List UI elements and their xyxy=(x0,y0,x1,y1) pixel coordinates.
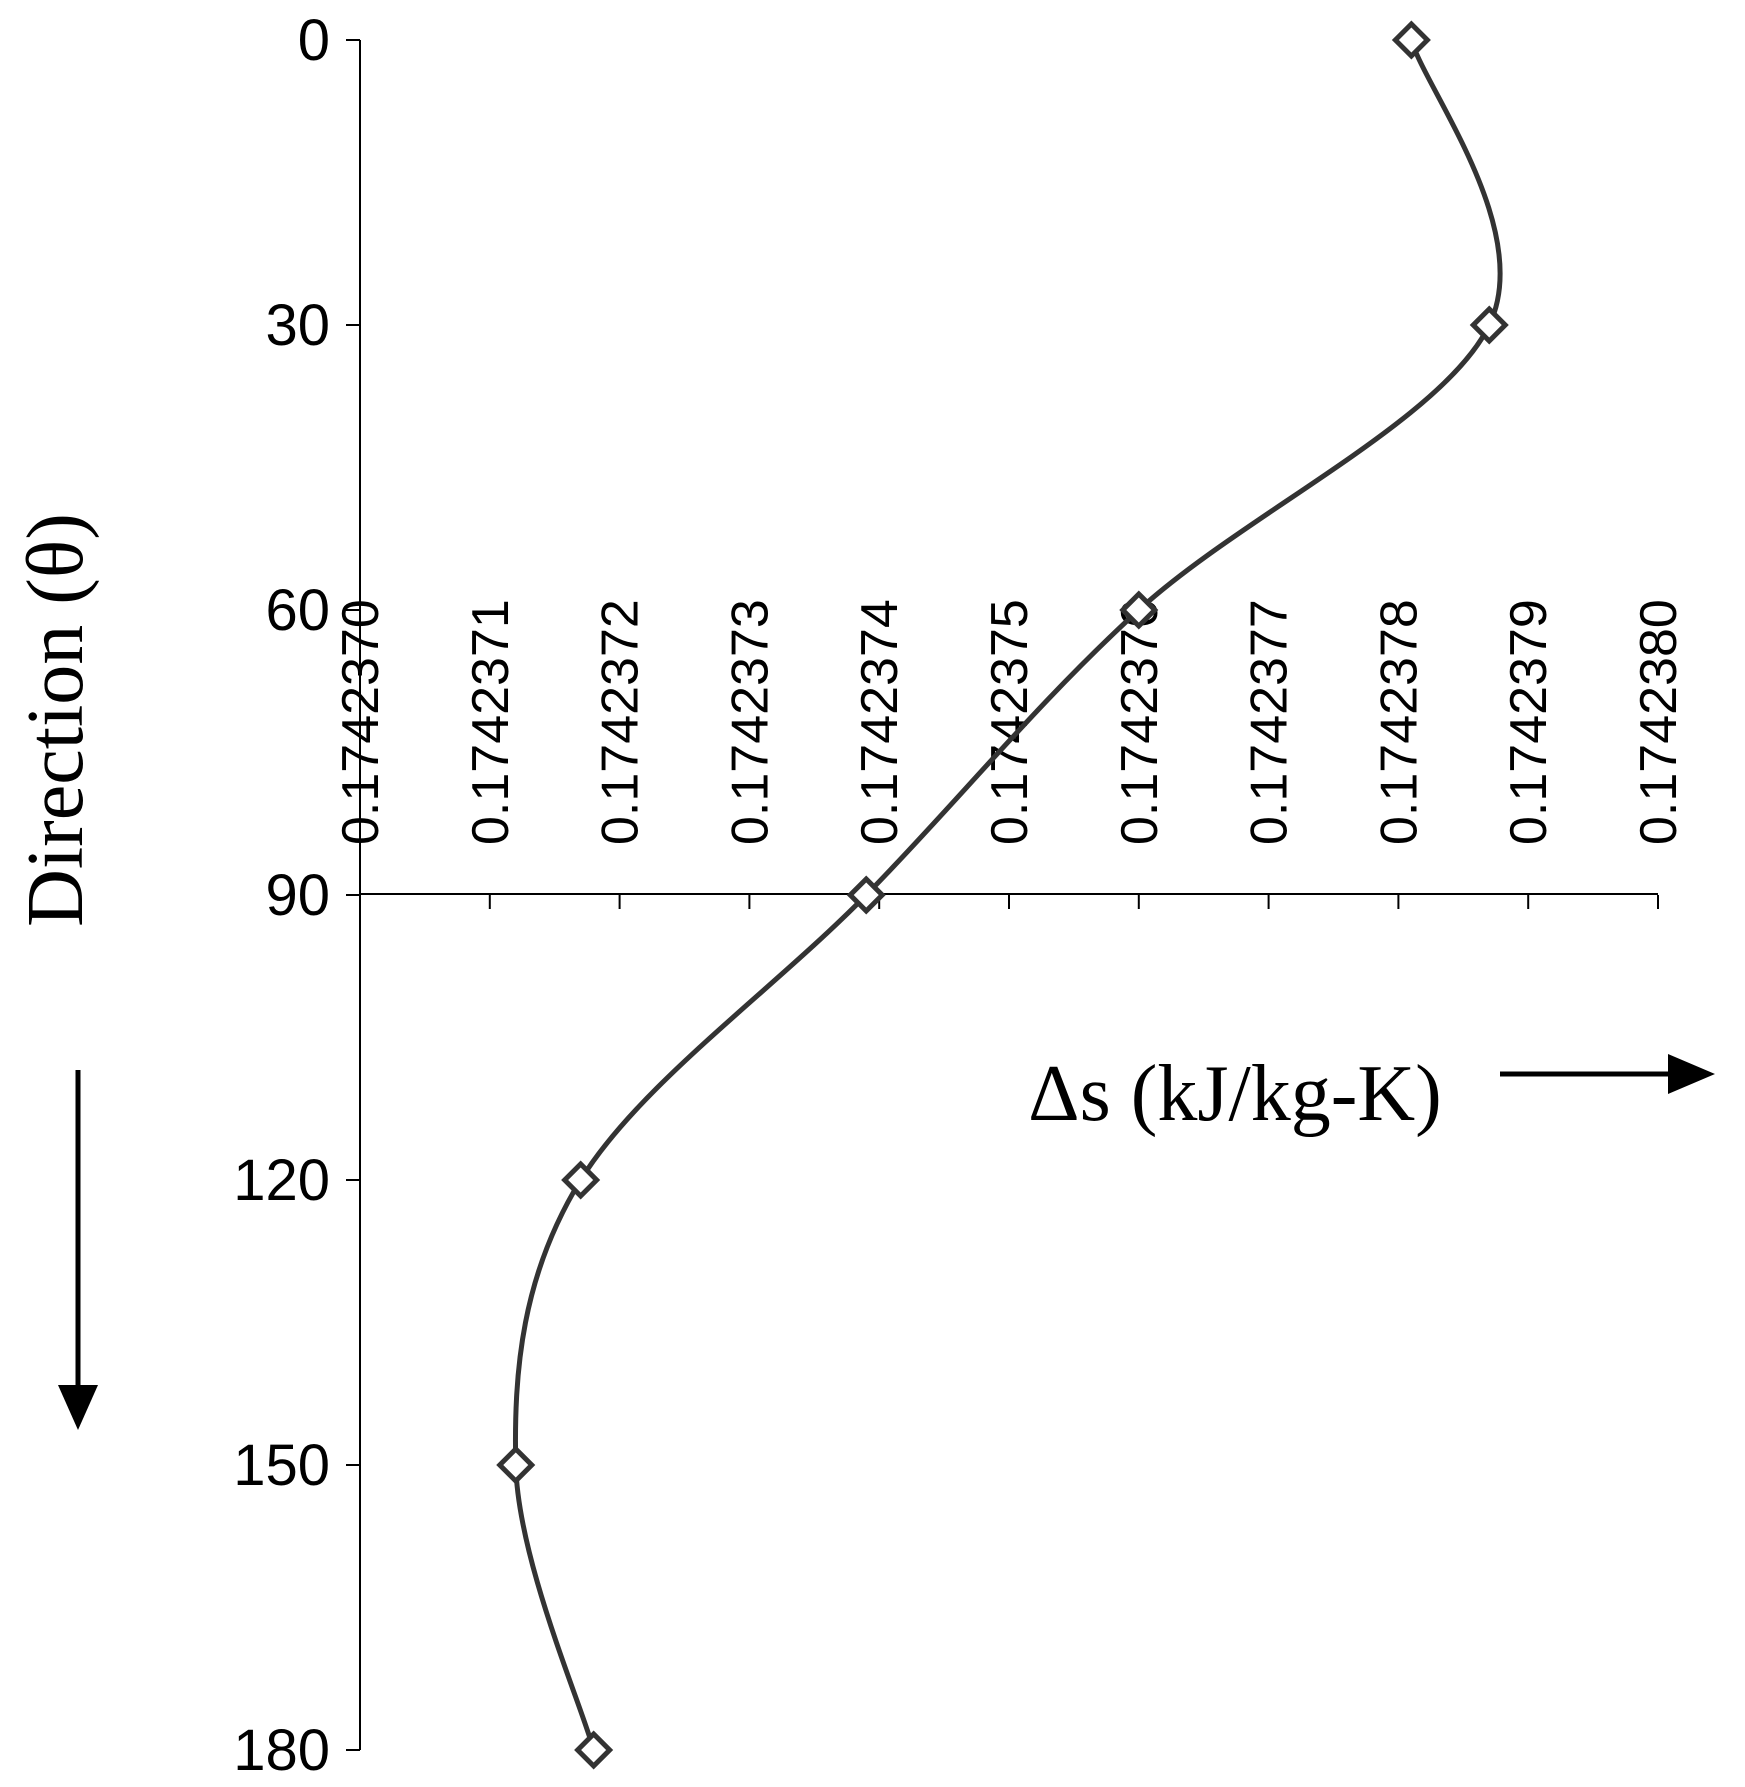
x-tick-label: 0.1742372 xyxy=(592,599,650,845)
x-tick-label: 0.1742373 xyxy=(721,599,779,845)
x-tick-label: 0.1742380 xyxy=(1630,599,1688,845)
y-tick-label: 180 xyxy=(233,1718,330,1783)
y-tick-label: 60 xyxy=(265,578,330,643)
series-markers xyxy=(496,20,1509,1770)
y-tick-label: 120 xyxy=(233,1148,330,1213)
x-axis-title: Δs (kJ/kg-K) xyxy=(1028,1050,1442,1138)
data-point-marker xyxy=(1119,590,1159,630)
data-point-marker xyxy=(561,1160,601,1200)
x-tick-label: 0.1742376 xyxy=(1111,599,1169,845)
y-ticks: 0 30 60 90 120 150 180 xyxy=(233,8,360,1783)
x-tick-label: 0.1742374 xyxy=(851,599,909,845)
x-ticks: 0.1742370 0.1742371 0.1742372 0.1742373 0.17… xyxy=(332,599,1688,909)
y-tick-label: 30 xyxy=(265,293,330,358)
x-tick-label: 0.1742370 xyxy=(332,599,390,845)
x-direction-arrow-icon xyxy=(1500,1054,1715,1094)
y-tick-label: 0 xyxy=(298,8,330,73)
x-tick-label: 0.1742371 xyxy=(462,599,520,845)
data-point-marker xyxy=(846,875,886,915)
x-tick-label: 0.1742379 xyxy=(1500,599,1558,845)
data-point-marker xyxy=(1469,305,1509,345)
x-tick-label: 0.1742375 xyxy=(981,599,1039,845)
y-tick-label: 150 xyxy=(233,1433,330,1498)
y-direction-arrow-icon xyxy=(58,1070,98,1430)
x-tick-label: 0.1742378 xyxy=(1370,599,1428,845)
x-tick-label: 0.1742377 xyxy=(1241,599,1299,845)
y-axis-title: Direction (θ) xyxy=(12,513,100,927)
data-point-marker xyxy=(1391,20,1431,60)
data-point-marker xyxy=(574,1730,614,1770)
data-point-marker xyxy=(496,1445,536,1485)
y-tick-label: 90 xyxy=(265,863,330,928)
